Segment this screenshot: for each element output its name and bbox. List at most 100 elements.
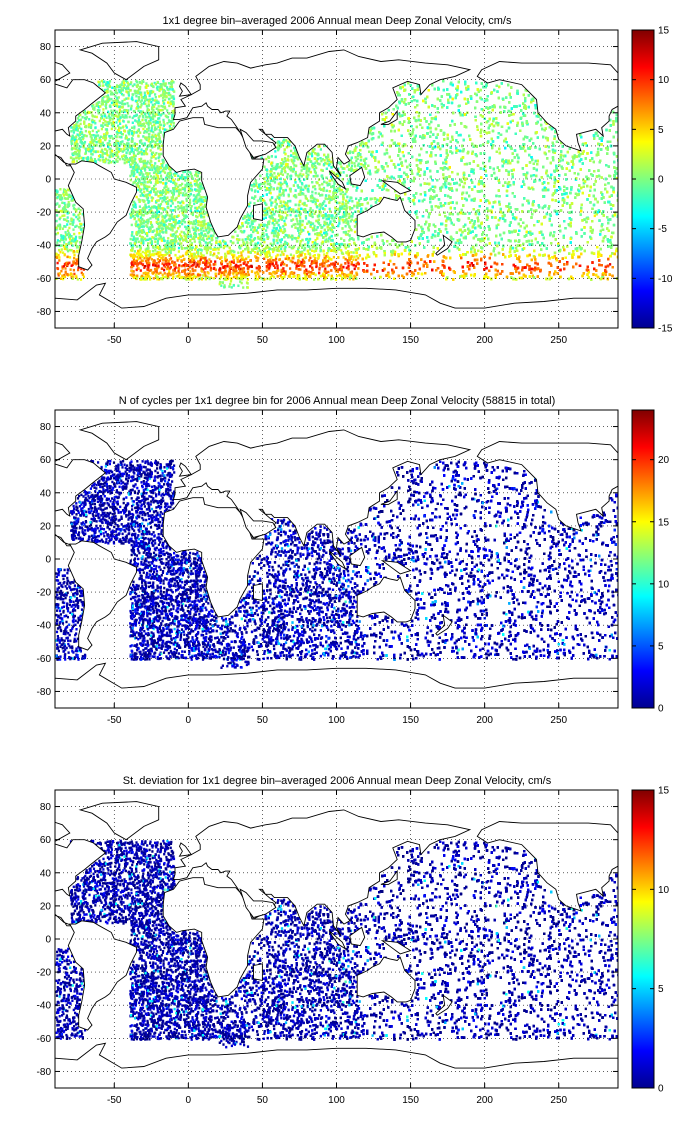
data-cell [151, 138, 154, 141]
data-cell [139, 151, 143, 154]
data-cell [115, 85, 118, 88]
data-cell [330, 229, 333, 232]
data-cell [140, 188, 143, 192]
data-cell [165, 275, 168, 278]
data-cell [190, 212, 193, 215]
data-cell [325, 189, 328, 192]
data-cell [131, 256, 135, 259]
data-cell [109, 154, 112, 157]
data-cell [166, 242, 169, 245]
data-cell [140, 148, 143, 151]
data-cell [106, 124, 109, 127]
data-cell [275, 255, 278, 258]
data-cell [135, 168, 138, 172]
data-cell [186, 250, 189, 253]
data-cell [154, 119, 157, 123]
data-cell [185, 278, 188, 281]
data-cell [300, 186, 303, 189]
data-cell [153, 123, 156, 127]
data-cell [159, 245, 162, 249]
data-cell [176, 257, 180, 260]
data-cell [135, 245, 138, 248]
data-cell [189, 187, 192, 191]
data-cell [161, 277, 164, 281]
data-cell [108, 120, 111, 124]
data-cell [355, 168, 358, 171]
data-cell [156, 278, 159, 281]
data-cell [71, 142, 74, 145]
data-cell [145, 115, 148, 118]
data-cell [127, 160, 130, 163]
data-cell [137, 89, 140, 93]
data-cell [181, 182, 184, 186]
data-cell [348, 181, 352, 184]
data-cell [180, 276, 183, 279]
data-cell [122, 147, 125, 151]
data-cell [202, 205, 205, 209]
data-cell [114, 153, 117, 157]
data-cell [188, 274, 191, 277]
data-cell [172, 178, 175, 182]
data-cell [173, 269, 176, 272]
data-cell [321, 265, 324, 268]
data-cell [178, 242, 181, 245]
data-cell [162, 118, 165, 122]
data-cell [133, 250, 136, 253]
data-cell [93, 106, 96, 109]
data-cell [353, 230, 357, 234]
panel-velocity: 1x1 degree bin–averaged 2006 Annual mean… [37, 15, 673, 346]
data-cell [147, 121, 150, 125]
data-cell [172, 101, 175, 104]
data-cell [161, 158, 164, 162]
data-cell [161, 96, 165, 99]
data-cell [157, 195, 160, 198]
data-cell [122, 154, 126, 157]
data-cell [174, 236, 177, 239]
data-cell [174, 266, 177, 269]
data-cell [287, 257, 291, 260]
data-cell [83, 140, 87, 144]
data-cell [165, 91, 168, 95]
data-cell [198, 220, 201, 223]
data-cell [141, 181, 144, 185]
data-cell [197, 260, 200, 263]
data-cell [345, 211, 348, 214]
data-cell [161, 248, 164, 252]
data-cell [156, 239, 159, 243]
data-cell [178, 276, 181, 280]
data-cell [146, 198, 149, 201]
data-cell [342, 256, 345, 259]
data-cell [125, 147, 128, 150]
data-cell [163, 102, 166, 105]
data-cell [150, 129, 153, 132]
data-cell [174, 221, 177, 225]
data-cell [152, 117, 155, 121]
data-cell [324, 204, 327, 207]
data-cell [157, 138, 160, 141]
data-cell [302, 188, 305, 191]
data-cell [93, 119, 96, 123]
data-cell [146, 222, 149, 225]
data-cell [139, 169, 142, 172]
data-cell [153, 190, 156, 193]
data-cell [187, 220, 191, 223]
data-cell [184, 236, 187, 239]
data-cell [90, 152, 93, 156]
data-cell [265, 233, 268, 236]
data-cell [137, 96, 140, 99]
data-cell [144, 113, 147, 116]
data-cell [109, 90, 112, 93]
data-cell [75, 122, 78, 125]
data-cell [114, 99, 117, 102]
data-cell [185, 197, 188, 201]
data-cell [111, 153, 114, 156]
data-cell [164, 98, 167, 102]
data-cell [149, 276, 152, 279]
data-cell [327, 153, 330, 157]
data-cell [265, 229, 268, 232]
data-cell [111, 86, 114, 89]
data-cell [279, 217, 282, 220]
data-cell [319, 206, 322, 209]
data-cell [197, 253, 200, 256]
data-cell [198, 186, 201, 190]
